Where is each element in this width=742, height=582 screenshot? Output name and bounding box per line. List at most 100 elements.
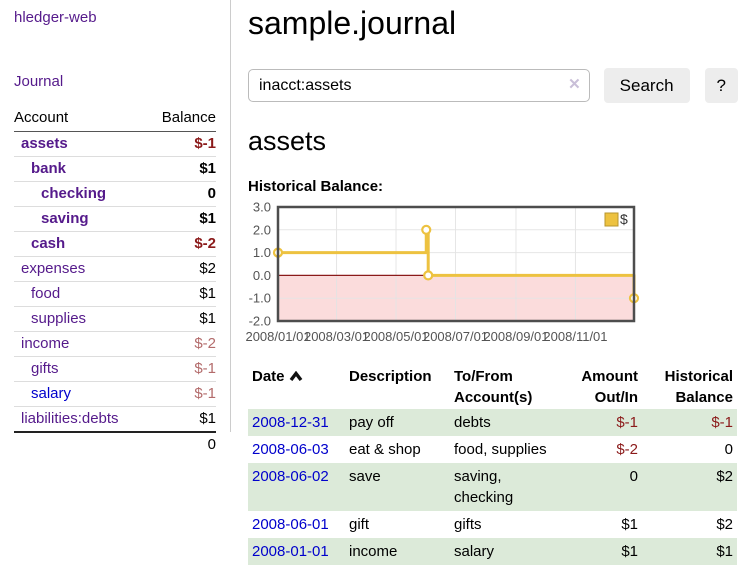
account-link[interactable]: assets xyxy=(21,135,68,152)
help-button[interactable]: ? xyxy=(704,68,738,103)
account-row: cash $-2 xyxy=(14,231,216,257)
account-link[interactable]: income xyxy=(21,335,70,352)
register-header-row: Date Description To/From Account(s) Amou… xyxy=(248,365,737,409)
svg-text:1.0: 1.0 xyxy=(253,245,271,260)
transaction-date-link[interactable]: 2008-06-03 xyxy=(252,441,329,458)
transaction-date-link[interactable]: 2008-12-31 xyxy=(252,414,329,431)
app-title-link[interactable]: hledger-web xyxy=(14,9,97,26)
account-link[interactable]: cash xyxy=(31,235,66,252)
transaction-description: eat & shop xyxy=(349,441,421,458)
account-link[interactable]: saving xyxy=(41,210,89,227)
account-row: assets $-1 xyxy=(14,132,216,157)
transaction-row: 2008-06-03 eat & shop food, supplies $-2 0 xyxy=(248,436,737,463)
account-total-row: 0 xyxy=(14,431,216,457)
account-link[interactable]: food xyxy=(31,285,61,302)
transaction-balance: $2 xyxy=(716,468,733,485)
transaction-balance: 0 xyxy=(724,441,733,458)
account-link[interactable]: liabilities:debts xyxy=(21,410,119,427)
account-row: bank $1 xyxy=(14,156,216,182)
account-link[interactable]: gifts xyxy=(31,360,59,377)
svg-text:2008/07/01: 2008/07/01 xyxy=(423,329,488,344)
search-input[interactable] xyxy=(248,69,590,102)
search-box: ✕ xyxy=(248,69,590,102)
account-row: gifts $-1 xyxy=(14,356,216,382)
total-spacer xyxy=(14,431,148,457)
register-table: Date Description To/From Account(s) Amou… xyxy=(248,365,737,565)
accounts-column-header: To/From Account(s) xyxy=(454,368,533,406)
account-link[interactable]: supplies xyxy=(31,310,87,327)
transaction-date-link[interactable]: 2008-01-01 xyxy=(252,543,329,560)
account-balance: $-1 xyxy=(147,356,216,382)
transaction-description: gift xyxy=(349,516,370,533)
account-balance: $2 xyxy=(147,256,216,282)
sidebar: hledger-web Journal Account Balance asse… xyxy=(0,0,231,457)
legend-swatch xyxy=(604,212,619,227)
chart-title: Historical Balance: xyxy=(248,178,384,195)
account-row: supplies $1 xyxy=(14,306,216,332)
transaction-description: pay off xyxy=(349,414,394,431)
amount-column-header: Amount Out/In xyxy=(581,368,638,406)
svg-text:3.0: 3.0 xyxy=(253,200,271,215)
account-balance: $-1 xyxy=(194,135,216,152)
account-link[interactable]: bank xyxy=(31,160,67,177)
transaction-row: 2008-06-01 gift gifts $1 $2 xyxy=(248,511,737,538)
transaction-description: save xyxy=(349,468,381,485)
sidebar-item-journal[interactable]: Journal xyxy=(14,73,64,90)
transaction-accounts: saving, checking xyxy=(454,468,514,506)
account-balance: $1 xyxy=(147,156,216,182)
transaction-balance: $2 xyxy=(716,516,733,533)
svg-text:2.0: 2.0 xyxy=(253,222,271,237)
transaction-date-link[interactable]: 2008-06-01 xyxy=(252,516,329,533)
svg-text:0.0: 0.0 xyxy=(253,268,271,283)
page-title: sample.journal xyxy=(248,5,457,41)
transaction-amount: $1 xyxy=(621,543,638,560)
account-link[interactable]: checking xyxy=(41,185,107,202)
transaction-amount: $-1 xyxy=(616,414,638,431)
svg-text:2008/01/01: 2008/01/01 xyxy=(245,329,310,344)
svg-text:-2.0: -2.0 xyxy=(249,314,271,329)
account-row: saving $1 xyxy=(14,206,216,232)
description-column-header: Description xyxy=(349,368,432,385)
account-balance: $1 xyxy=(147,281,216,307)
main-content: sample.journal ✕ Search ? assets Histori… xyxy=(245,0,738,565)
svg-text:2008/05/01: 2008/05/01 xyxy=(363,329,428,344)
account-balance: 0 xyxy=(147,181,216,207)
account-balance: $-2 xyxy=(147,231,216,257)
transaction-accounts: salary xyxy=(454,543,495,560)
svg-text:2008/03/01: 2008/03/01 xyxy=(304,329,369,344)
account-link[interactable]: expenses xyxy=(21,260,86,277)
transaction-date: 2008-12-31 xyxy=(248,409,345,436)
account-row: expenses $2 xyxy=(14,256,216,282)
transaction-date: 2008-01-01 xyxy=(248,538,345,565)
historical-balance-chart[interactable]: $3.0 2.0 1.0 0.0 -1.0 -2.0 2008/01/01 2008/03/0… xyxy=(245,200,650,346)
transaction-date: 2008-06-03 xyxy=(248,436,345,463)
transaction-accounts: debts xyxy=(454,414,491,431)
transaction-row: 2008-12-31 pay off debts $-1 $-1 xyxy=(248,409,737,436)
account-row: liabilities:debts $1 xyxy=(14,406,216,432)
transaction-balance: $-1 xyxy=(711,414,733,431)
svg-text:-1.0: -1.0 xyxy=(249,291,271,306)
account-row: checking 0 xyxy=(14,181,216,207)
account-link[interactable]: salary xyxy=(31,385,72,402)
search-button[interactable]: Search xyxy=(603,68,690,103)
account-balance: $1 xyxy=(147,406,216,432)
total-balance: 0 xyxy=(147,431,216,457)
account-row: income $-2 xyxy=(14,331,216,357)
transaction-date: 2008-06-02 xyxy=(248,463,345,511)
svg-text:2008/11/01: 2008/11/01 xyxy=(543,329,607,344)
account-balance: $-1 xyxy=(147,381,216,407)
transaction-amount: $1 xyxy=(621,516,638,533)
clear-search-icon[interactable]: ✕ xyxy=(568,76,581,93)
transaction-date: 2008-06-01 xyxy=(248,511,345,538)
account-balance: $-2 xyxy=(147,331,216,357)
transaction-amount: $-2 xyxy=(616,441,638,458)
account-heading: assets xyxy=(248,126,327,156)
balance-column-header: Balance xyxy=(147,107,216,132)
transaction-accounts: food, supplies xyxy=(454,441,547,458)
transaction-date-link[interactable]: 2008-06-02 xyxy=(252,468,329,485)
date-column-header[interactable]: Date xyxy=(248,365,345,409)
transaction-row: 2008-01-01 income salary $1 $1 xyxy=(248,538,737,565)
sort-ascending-icon xyxy=(289,366,303,387)
balance-column-header-register: Historical Balance xyxy=(664,368,733,406)
account-column-header: Account xyxy=(14,107,148,132)
